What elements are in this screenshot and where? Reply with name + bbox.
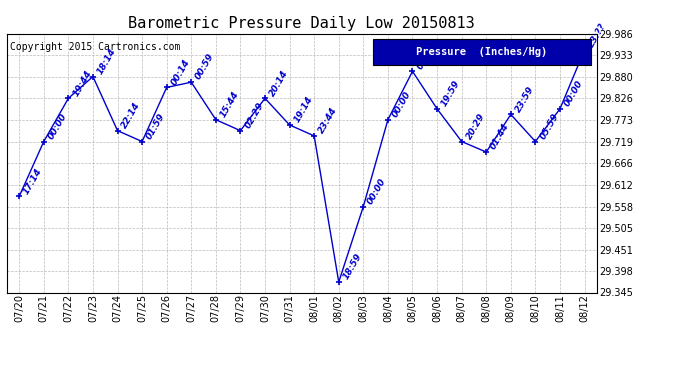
Text: 19:44: 19:44 <box>71 68 93 98</box>
Text: 00:59: 00:59 <box>194 52 216 81</box>
Text: 23:44: 23:44 <box>317 106 339 135</box>
Text: 22:14: 22:14 <box>120 100 142 130</box>
Text: 00:00: 00:00 <box>366 177 388 206</box>
Text: 23:??: 23:?? <box>587 21 609 49</box>
Text: 20:14: 20:14 <box>268 68 290 98</box>
Text: 01:44: 01:44 <box>489 122 511 151</box>
Text: 01:59: 01:59 <box>145 111 167 141</box>
Text: 20:29: 20:29 <box>464 111 486 141</box>
Text: Pressure  (Inches/Hg): Pressure (Inches/Hg) <box>416 47 547 57</box>
Bar <box>373 39 591 65</box>
Text: 15:44: 15:44 <box>219 90 241 119</box>
Text: Copyright 2015 Cartronics.com: Copyright 2015 Cartronics.com <box>10 42 180 51</box>
Text: 00:29: 00:29 <box>415 41 437 70</box>
Text: 18:59: 18:59 <box>342 252 364 281</box>
Text: 00:00: 00:00 <box>563 79 585 108</box>
Title: Barometric Pressure Daily Low 20150813: Barometric Pressure Daily Low 20150813 <box>128 16 475 31</box>
Text: 02:29: 02:29 <box>243 100 266 130</box>
Text: 00:14: 00:14 <box>170 57 192 87</box>
Text: 18:14: 18:14 <box>96 46 118 76</box>
Text: 19:14: 19:14 <box>293 95 315 124</box>
Text: 23:59: 23:59 <box>513 84 535 114</box>
Text: 19:59: 19:59 <box>440 79 462 108</box>
Text: 00:00: 00:00 <box>46 111 69 141</box>
Text: 05:59: 05:59 <box>538 111 560 141</box>
Text: 00:00: 00:00 <box>391 90 413 119</box>
Text: 17:14: 17:14 <box>22 166 44 196</box>
